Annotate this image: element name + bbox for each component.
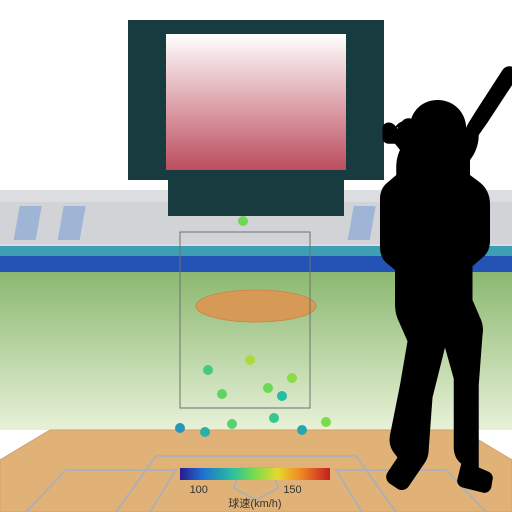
- svg-text:150: 150: [283, 484, 301, 496]
- pitch-location-chart: 100 150球速(km/h): [0, 0, 512, 512]
- colorbar-label: 球速(km/h): [228, 496, 281, 510]
- svg-text:100: 100: [190, 484, 208, 496]
